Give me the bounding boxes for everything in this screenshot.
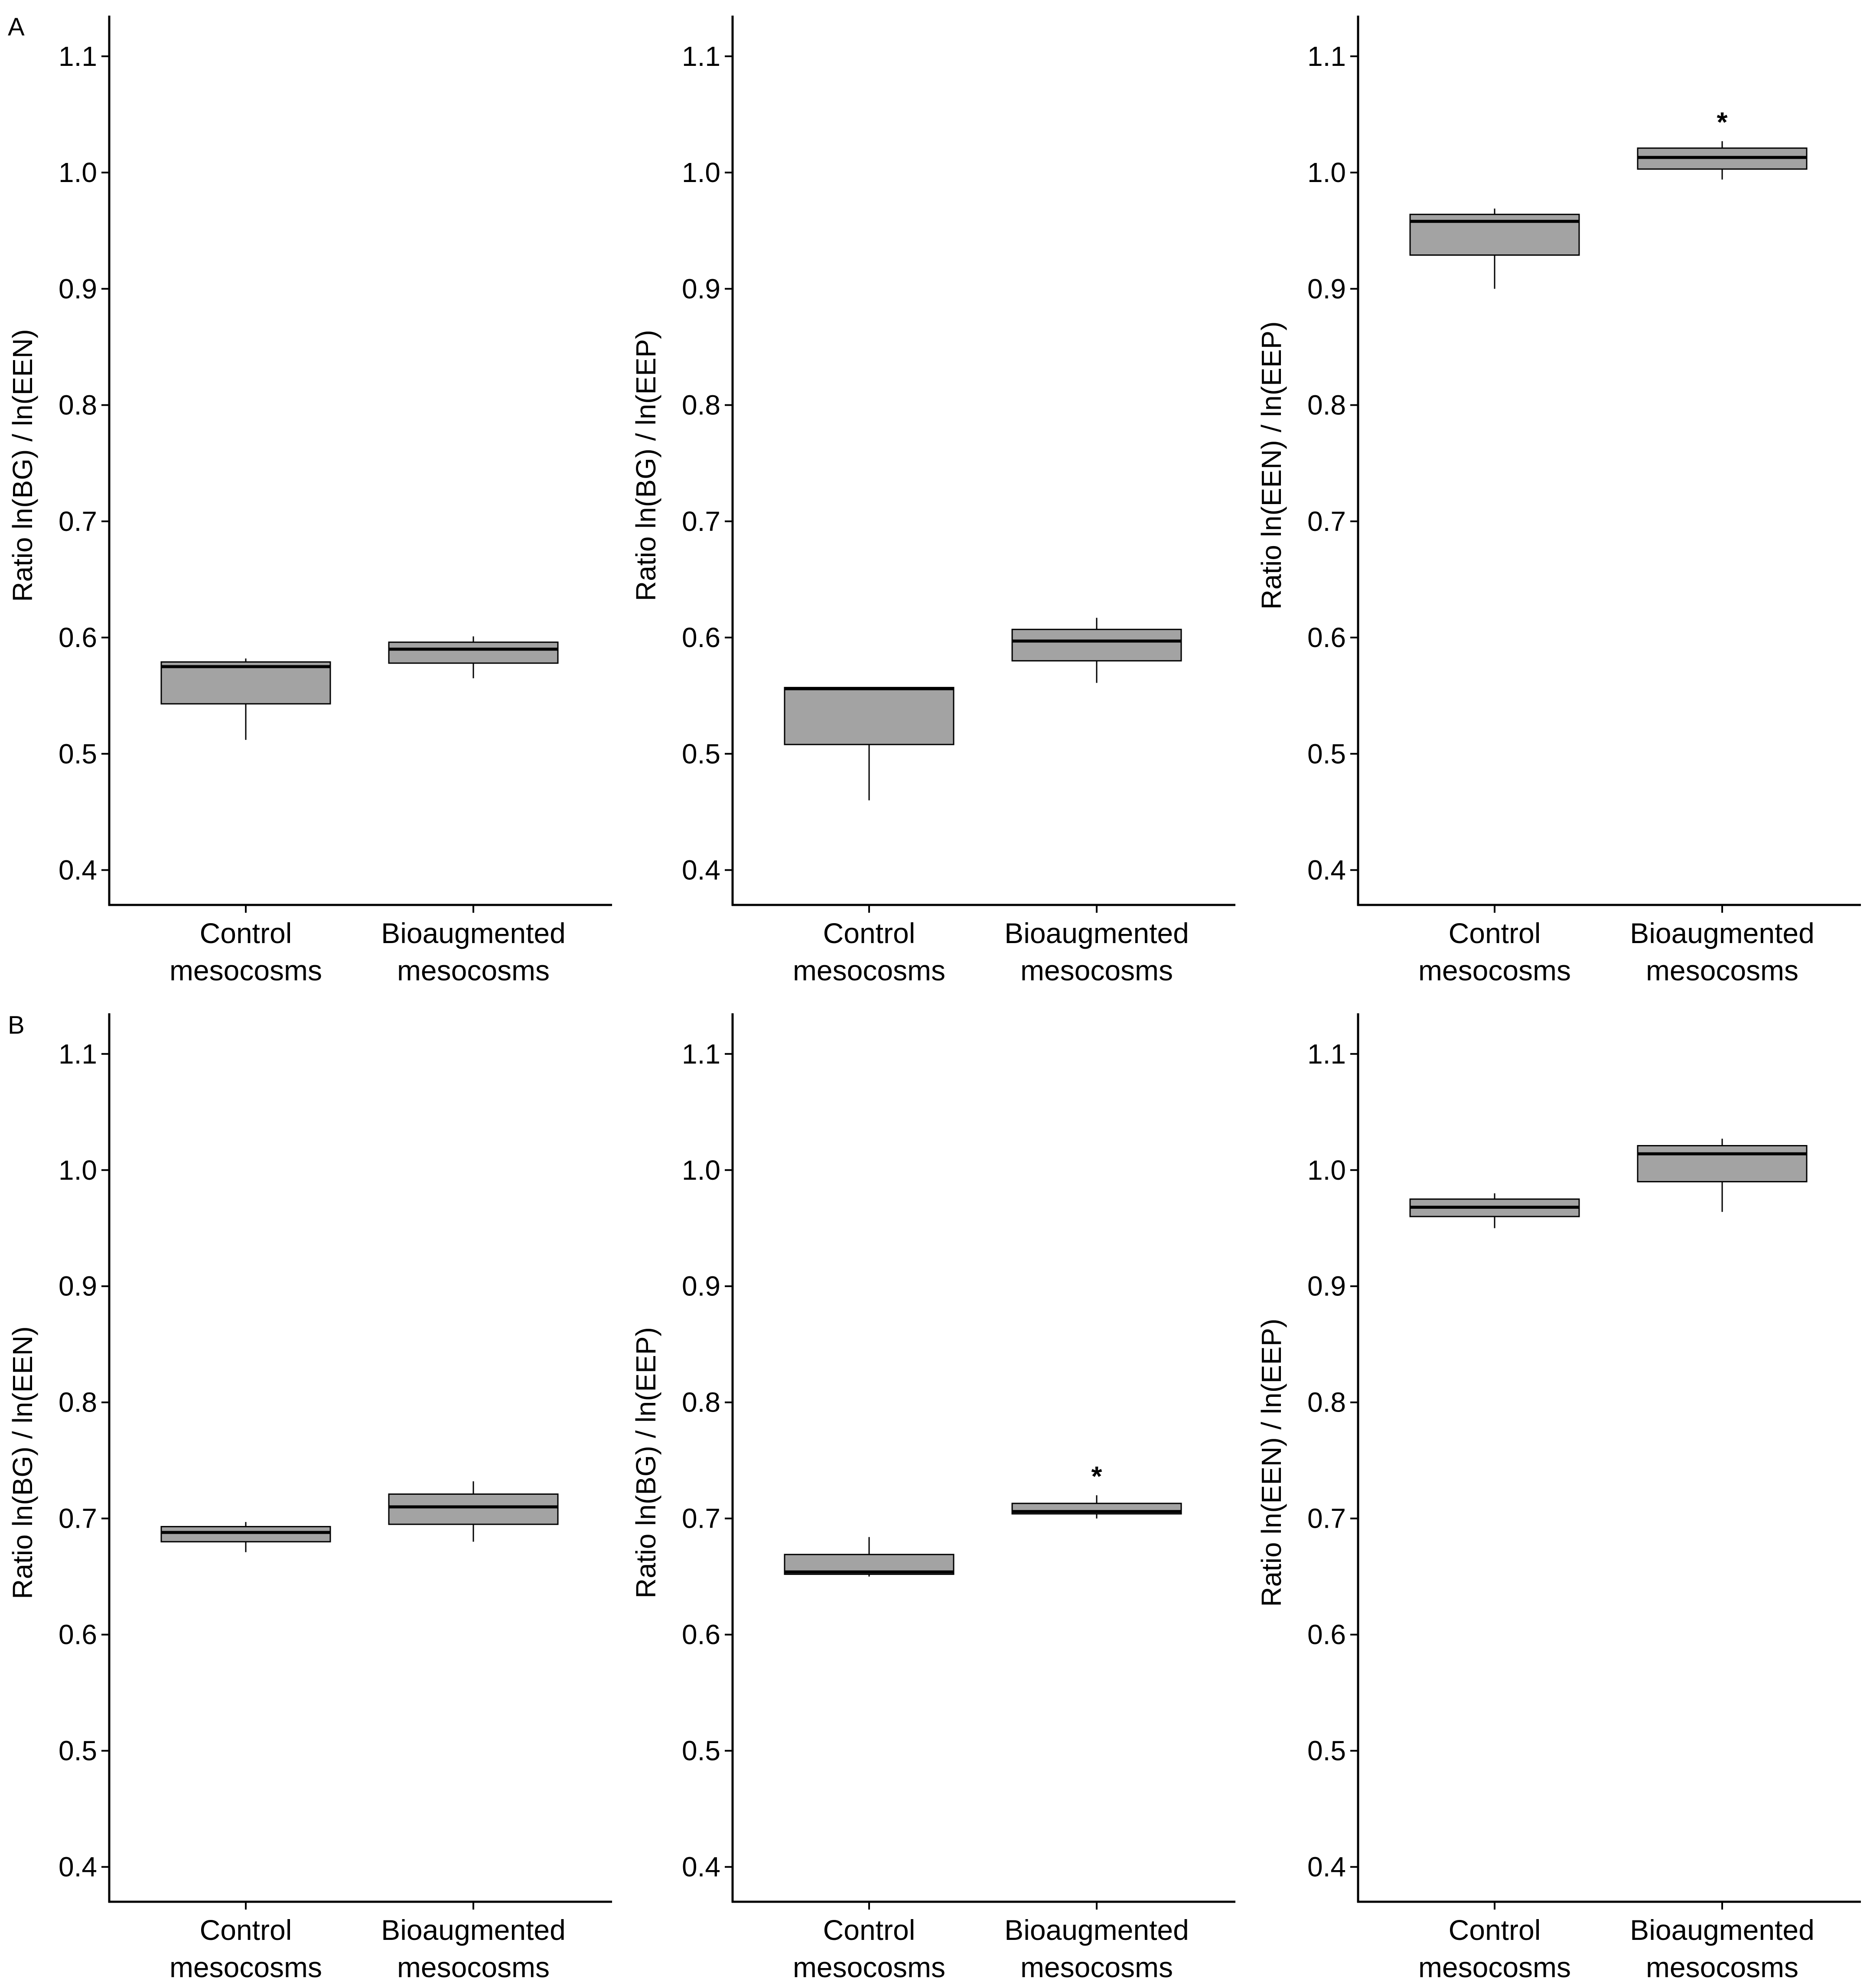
y-axis-title-a-middle: Ratio ln(BG) / ln(EEP) xyxy=(630,330,661,601)
y-axis-title-a-left: Ratio ln(BG) / ln(EEN) xyxy=(7,329,38,602)
box-a-middle xyxy=(784,687,955,745)
y-tick-label-b-middle: 0.7 xyxy=(682,1503,720,1534)
y-tick-label-b-right: 0.5 xyxy=(1307,1735,1346,1767)
y-tick-label-a-middle: 1.0 xyxy=(682,157,720,188)
box-a-middle xyxy=(1011,628,1182,662)
y-tick-label-b-right: 0.7 xyxy=(1307,1503,1346,1534)
x-category-label-b-left: mesocosms xyxy=(397,1951,550,1983)
x-category-label-a-right: mesocosms xyxy=(1646,954,1798,986)
y-tick-label-a-right: 1.1 xyxy=(1307,41,1346,72)
x-category-label-b-right: Control xyxy=(1449,1914,1541,1946)
box-a-left xyxy=(388,641,559,664)
y-tick-label-a-middle: 0.5 xyxy=(682,738,720,769)
y-tick-label-b-middle: 0.9 xyxy=(682,1271,720,1302)
y-tick-label-a-right: 0.7 xyxy=(1307,506,1346,537)
x-category-label-a-middle: Bioaugmented xyxy=(1004,917,1189,949)
x-category-label-a-left: mesocosms xyxy=(169,954,322,986)
y-tick-label-a-right: 0.9 xyxy=(1307,273,1346,304)
y-tick-label-b-right: 0.9 xyxy=(1307,1271,1346,1302)
significance-marker-a-right: * xyxy=(1717,107,1728,138)
y-tick-label-b-left: 0.9 xyxy=(59,1271,97,1302)
y-tick-label-a-left: 0.4 xyxy=(59,855,97,886)
x-category-label-a-left: mesocosms xyxy=(397,954,550,986)
y-tick-label-b-middle: 0.5 xyxy=(682,1735,720,1767)
y-axis-title-b-left: Ratio ln(BG) / ln(EEN) xyxy=(7,1326,38,1599)
y-axis-title-b-middle: Ratio ln(BG) / ln(EEP) xyxy=(630,1327,661,1598)
y-tick-label-a-left: 0.6 xyxy=(59,622,97,653)
y-tick-label-b-left: 0.8 xyxy=(59,1387,97,1418)
x-category-label-a-left: Bioaugmented xyxy=(381,917,566,949)
x-category-label-b-right: mesocosms xyxy=(1418,1951,1571,1983)
y-tick-label-a-middle: 0.9 xyxy=(682,273,720,304)
y-tick-label-a-left: 0.9 xyxy=(59,273,97,304)
y-tick-label-a-right: 0.8 xyxy=(1307,390,1346,421)
significance-marker-b-middle: * xyxy=(1091,1461,1102,1492)
x-category-label-b-middle: Bioaugmented xyxy=(1004,1914,1189,1946)
y-tick-label-b-middle: 1.0 xyxy=(682,1155,720,1186)
x-category-label-a-middle: mesocosms xyxy=(1020,954,1173,986)
y-tick-label-b-left: 0.6 xyxy=(59,1619,97,1650)
x-category-label-b-middle: Control xyxy=(823,1914,915,1946)
y-tick-label-a-left: 0.5 xyxy=(59,738,97,769)
x-category-label-a-right: Bioaugmented xyxy=(1630,917,1815,949)
box-a-left xyxy=(160,661,331,705)
y-tick-label-b-middle: 0.8 xyxy=(682,1387,720,1418)
panel-label-a: A xyxy=(8,13,25,41)
x-category-label-b-right: mesocosms xyxy=(1646,1951,1798,1983)
x-category-label-a-middle: mesocosms xyxy=(793,954,945,986)
y-tick-label-b-left: 0.7 xyxy=(59,1503,97,1534)
y-tick-label-b-right: 0.4 xyxy=(1307,1851,1346,1883)
x-category-label-a-right: mesocosms xyxy=(1418,954,1571,986)
y-tick-label-a-middle: 0.8 xyxy=(682,390,720,421)
y-tick-label-b-right: 0.8 xyxy=(1307,1387,1346,1418)
y-tick-label-a-right: 0.5 xyxy=(1307,738,1346,769)
x-category-label-b-middle: mesocosms xyxy=(1020,1951,1173,1983)
panel-label-b: B xyxy=(8,1011,25,1039)
box-b-right xyxy=(1637,1145,1808,1183)
y-tick-label-a-middle: 1.1 xyxy=(682,41,720,72)
x-category-label-b-left: Bioaugmented xyxy=(381,1914,566,1946)
x-category-label-a-middle: Control xyxy=(823,917,915,949)
x-category-label-a-right: Control xyxy=(1449,917,1541,949)
y-tick-label-b-middle: 1.1 xyxy=(682,1038,720,1070)
x-category-label-b-right: Bioaugmented xyxy=(1630,1914,1815,1946)
x-category-label-b-middle: mesocosms xyxy=(793,1951,945,1983)
box-b-left xyxy=(388,1493,559,1525)
y-tick-label-a-left: 0.8 xyxy=(59,390,97,421)
y-tick-label-a-middle: 0.6 xyxy=(682,622,720,653)
y-tick-label-b-middle: 0.4 xyxy=(682,1851,720,1883)
y-axis-title-a-right: Ratio ln(EEN) / ln(EEP) xyxy=(1256,321,1287,609)
box-b-left xyxy=(160,1526,331,1542)
y-tick-label-b-middle: 0.6 xyxy=(682,1619,720,1650)
y-tick-label-a-right: 1.0 xyxy=(1307,157,1346,188)
y-tick-label-a-right: 0.6 xyxy=(1307,622,1346,653)
y-tick-label-b-left: 0.5 xyxy=(59,1735,97,1767)
x-category-label-b-left: mesocosms xyxy=(169,1951,322,1983)
y-tick-label-b-right: 0.6 xyxy=(1307,1619,1346,1650)
y-tick-label-b-left: 0.4 xyxy=(59,1851,97,1883)
y-tick-label-a-middle: 0.7 xyxy=(682,506,720,537)
y-tick-label-b-left: 1.1 xyxy=(59,1038,97,1070)
y-tick-label-b-right: 1.0 xyxy=(1307,1155,1346,1186)
y-tick-label-a-middle: 0.4 xyxy=(682,855,720,886)
x-category-label-a-left: Control xyxy=(200,917,292,949)
y-tick-label-a-left: 1.0 xyxy=(59,157,97,188)
y-tick-label-a-left: 1.1 xyxy=(59,41,97,72)
y-tick-label-b-left: 1.0 xyxy=(59,1155,97,1186)
y-axis-title-b-right: Ratio ln(EEN) / ln(EEP) xyxy=(1256,1318,1287,1607)
y-tick-label-b-right: 1.1 xyxy=(1307,1038,1346,1070)
y-tick-label-a-left: 0.7 xyxy=(59,506,97,537)
y-tick-label-a-right: 0.4 xyxy=(1307,855,1346,886)
x-category-label-b-left: Control xyxy=(200,1914,292,1946)
